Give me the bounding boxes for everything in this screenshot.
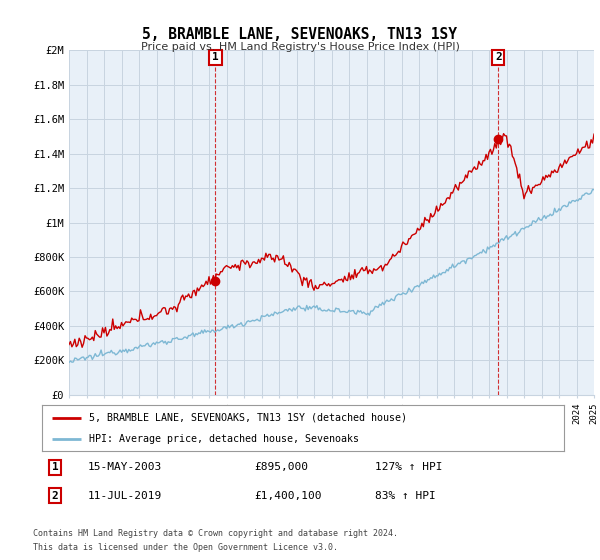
Text: Price paid vs. HM Land Registry's House Price Index (HPI): Price paid vs. HM Land Registry's House … xyxy=(140,42,460,52)
Text: 127% ↑ HPI: 127% ↑ HPI xyxy=(375,462,443,472)
Text: 1: 1 xyxy=(212,52,219,62)
Text: £1,400,100: £1,400,100 xyxy=(254,491,322,501)
Text: This data is licensed under the Open Government Licence v3.0.: This data is licensed under the Open Gov… xyxy=(33,543,338,552)
Text: 5, BRAMBLE LANE, SEVENOAKS, TN13 1SY (detached house): 5, BRAMBLE LANE, SEVENOAKS, TN13 1SY (de… xyxy=(89,413,407,423)
Text: 11-JUL-2019: 11-JUL-2019 xyxy=(88,491,163,501)
Text: 83% ↑ HPI: 83% ↑ HPI xyxy=(375,491,436,501)
Text: 5, BRAMBLE LANE, SEVENOAKS, TN13 1SY: 5, BRAMBLE LANE, SEVENOAKS, TN13 1SY xyxy=(143,27,458,42)
Text: Contains HM Land Registry data © Crown copyright and database right 2024.: Contains HM Land Registry data © Crown c… xyxy=(33,529,398,538)
Text: HPI: Average price, detached house, Sevenoaks: HPI: Average price, detached house, Seve… xyxy=(89,435,359,444)
Text: 2: 2 xyxy=(52,491,58,501)
Text: 1: 1 xyxy=(52,462,58,472)
Text: £895,000: £895,000 xyxy=(254,462,308,472)
Text: 15-MAY-2003: 15-MAY-2003 xyxy=(88,462,163,472)
Text: 2: 2 xyxy=(495,52,502,62)
